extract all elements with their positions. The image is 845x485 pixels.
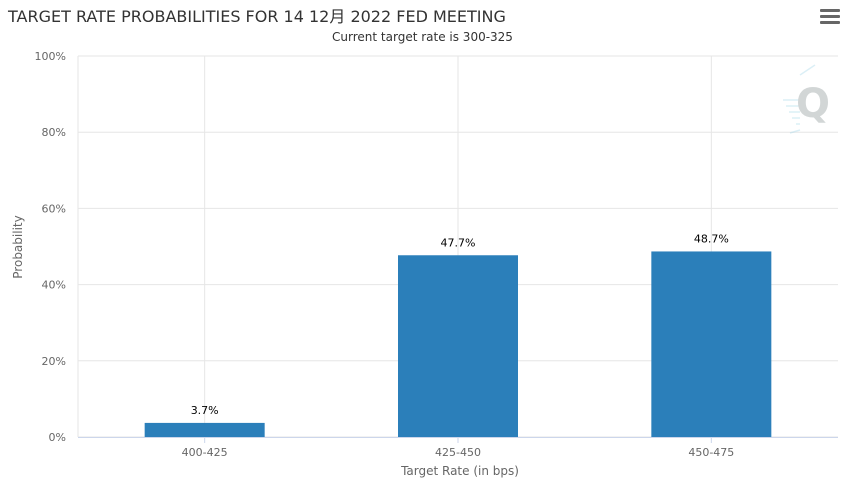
bar-425-450[interactable] — [398, 255, 518, 437]
y-tick-label: 60% — [42, 202, 66, 215]
y-axis-title: Probability — [11, 215, 25, 278]
data-label: 47.7% — [441, 236, 476, 249]
x-tick-label: 425-450 — [435, 446, 481, 459]
y-tick-label: 20% — [42, 355, 66, 368]
chart-title: TARGET RATE PROBABILITIES FOR 14 12月 202… — [8, 7, 506, 26]
bar-450-475[interactable] — [651, 251, 772, 437]
x-tick-label: 400-425 — [182, 446, 228, 459]
y-tick-label: 100% — [35, 50, 66, 63]
x-tick-label: 450-475 — [688, 446, 734, 459]
bars: 3.7% 47.7% 48.7% — [144, 232, 772, 437]
x-axis-title: Target Rate (in bps) — [400, 464, 519, 478]
y-tick-label: 0% — [49, 431, 66, 444]
hamburger-menu-icon[interactable] — [820, 9, 840, 27]
svg-text:Q: Q — [796, 81, 830, 127]
chart-subtitle: Current target rate is 300-325 — [332, 30, 513, 44]
data-label: 48.7% — [694, 232, 729, 245]
data-label: 3.7% — [191, 404, 219, 417]
q-logo-watermark-icon: Q — [783, 64, 830, 134]
axes: 0% 20% 40% 60% 80% 100% 400-425 425-450 450-475 — [35, 50, 838, 459]
y-tick-label: 40% — [42, 279, 66, 292]
y-tick-label: 80% — [42, 126, 66, 139]
bar-400-425[interactable] — [144, 422, 265, 437]
